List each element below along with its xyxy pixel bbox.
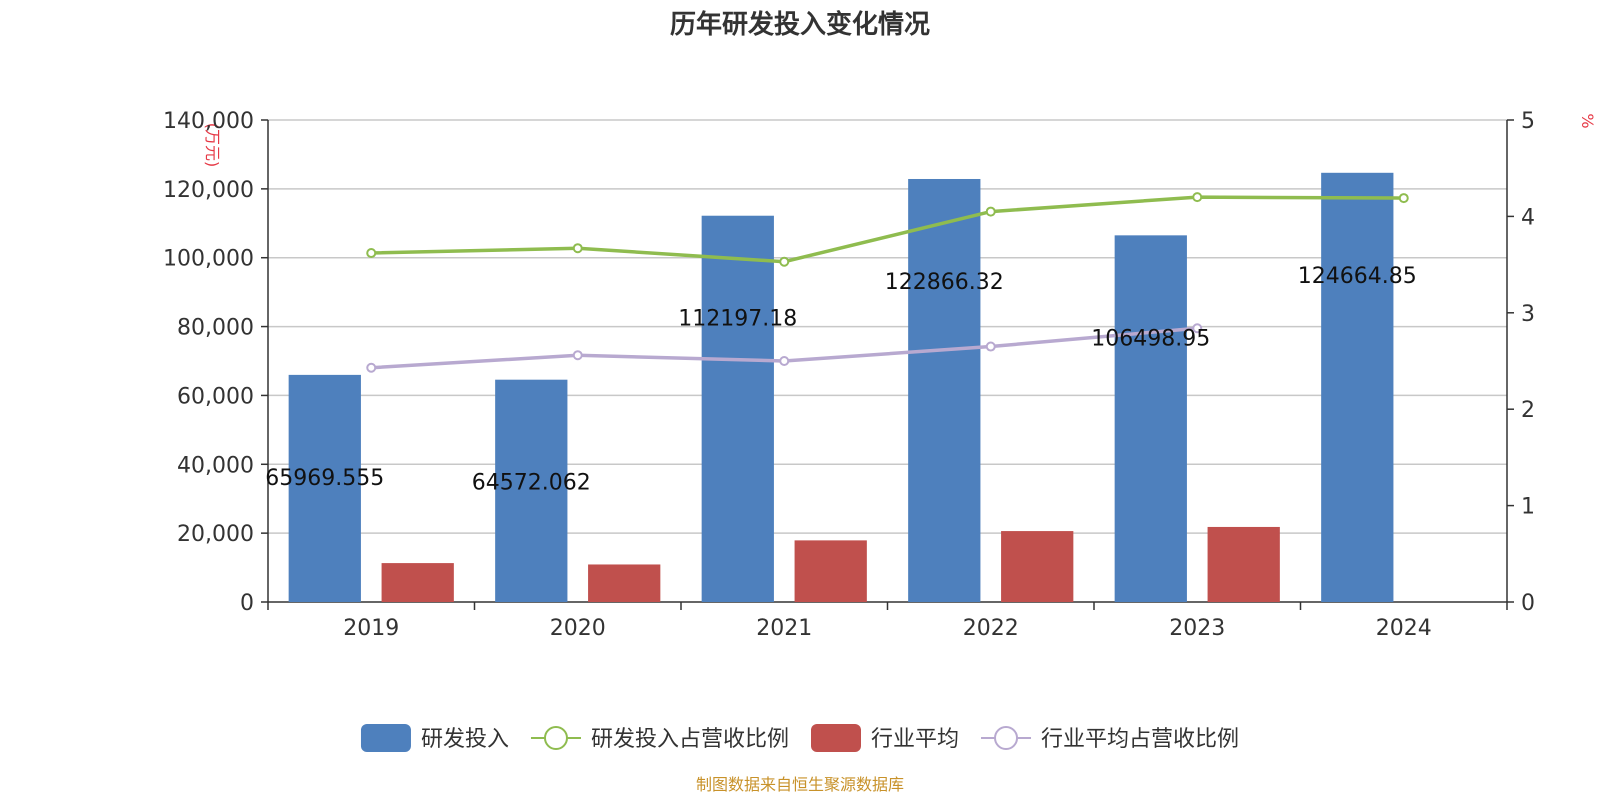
x-axis-tick-label: 2020	[550, 616, 606, 641]
bars	[288, 172, 1394, 602]
legend-item: 行业平均占营收比例	[981, 726, 1239, 752]
grid-lines	[268, 119, 1507, 534]
legend-item: 行业平均	[811, 724, 959, 752]
legend-swatch-marker	[543, 726, 568, 750]
line-point-研发投入占营收比例	[1192, 192, 1203, 203]
legend: 研发投入 研发投入占营收比例 行业平均 行业平均占营收比例	[360, 724, 1239, 752]
line-point-行业平均占营收比例	[572, 350, 583, 361]
right-axis-tick-label: 2	[1521, 398, 1535, 423]
bar-行业平均	[1001, 531, 1074, 602]
left-axis-tick-label: 140,000	[163, 109, 254, 134]
left-axis-tick-label: 40,000	[177, 453, 254, 478]
bar-data-label: 64572.062	[472, 471, 591, 496]
left-axis-tick-label: 120,000	[163, 178, 254, 203]
bar-研发投入	[1321, 172, 1394, 602]
line-point-研发投入占营收比例	[1398, 193, 1409, 204]
line-point-研发投入占营收比例	[985, 206, 996, 217]
x-axis-tick-label: 2023	[1169, 616, 1225, 641]
right-axis-tick-label: 4	[1521, 205, 1535, 230]
left-axis-tick-label: 0	[240, 591, 254, 616]
legend-item: 研发投入占营收比例	[530, 726, 789, 752]
bar-data-label: 124664.85	[1298, 264, 1417, 289]
bar-研发投入	[288, 374, 361, 602]
bar-研发投入	[908, 178, 981, 602]
bar-data-label: 112197.18	[678, 307, 797, 332]
legend-label: 研发投入	[421, 727, 509, 752]
right-axis-tick-label: 1	[1521, 495, 1535, 520]
line-point-研发投入占营收比例	[572, 243, 583, 254]
bar-行业平均	[794, 540, 867, 602]
line-point-行业平均占营收比例	[1192, 323, 1203, 334]
x-axis-tick-label: 2024	[1376, 616, 1432, 641]
bar-data-label: 106498.95	[1091, 326, 1210, 351]
legend-swatch-bar	[811, 724, 861, 752]
legend-label: 行业平均	[871, 727, 959, 752]
legend-label: 行业平均占营收比例	[1041, 727, 1239, 752]
line-point-研发投入占营收比例	[366, 248, 377, 259]
right-axis-tick-label: 5	[1521, 109, 1535, 134]
axes: 0 20,000 40,000 60,000 80,000 100,000 120,000 1…	[163, 109, 1535, 641]
bar-行业平均	[588, 564, 661, 602]
lines	[366, 192, 1409, 373]
legend-item: 研发投入	[360, 724, 509, 752]
left-axis-tick-label: 60,000	[177, 384, 254, 409]
line-point-研发投入占营收比例	[779, 256, 790, 267]
bar-行业平均	[381, 563, 454, 602]
line-point-行业平均占营收比例	[985, 341, 996, 352]
left-axis-unit: (万元)	[203, 123, 222, 168]
line-point-行业平均占营收比例	[779, 356, 790, 366]
legend-swatch-marker	[994, 726, 1019, 750]
right-axis-tick-label: 0	[1521, 591, 1535, 616]
source-note: 制图数据来自恒生聚源数据库	[696, 775, 904, 794]
left-axis-tick-label: 100,000	[163, 247, 254, 272]
line-研发投入占营收比例	[371, 195, 1404, 264]
x-axis-tick-label: 2022	[963, 616, 1019, 641]
left-axis-tick-label: 80,000	[177, 316, 254, 341]
legend-swatch-bar	[360, 724, 411, 752]
bar-研发投入	[495, 379, 568, 602]
data-labels: 65969.555 64572.062 112197.18 122866.32 1064…	[265, 264, 1416, 496]
legend-label: 研发投入占营收比例	[591, 727, 789, 752]
bar-研发投入	[1114, 235, 1187, 602]
bar-data-label: 65969.555	[265, 466, 384, 491]
chart-title: 历年研发投入变化情况	[670, 9, 930, 40]
line-point-行业平均占营收比例	[366, 362, 377, 373]
x-axis-tick-label: 2021	[756, 616, 812, 641]
right-axis-unit: %	[1578, 113, 1597, 128]
bar-data-label: 122866.32	[885, 270, 1004, 295]
bar-研发投入	[701, 215, 774, 602]
x-axis-tick-label: 2019	[343, 616, 399, 641]
right-axis-tick-label: 3	[1521, 302, 1535, 327]
left-axis-tick-label: 20,000	[177, 522, 254, 547]
bar-行业平均	[1207, 526, 1280, 602]
